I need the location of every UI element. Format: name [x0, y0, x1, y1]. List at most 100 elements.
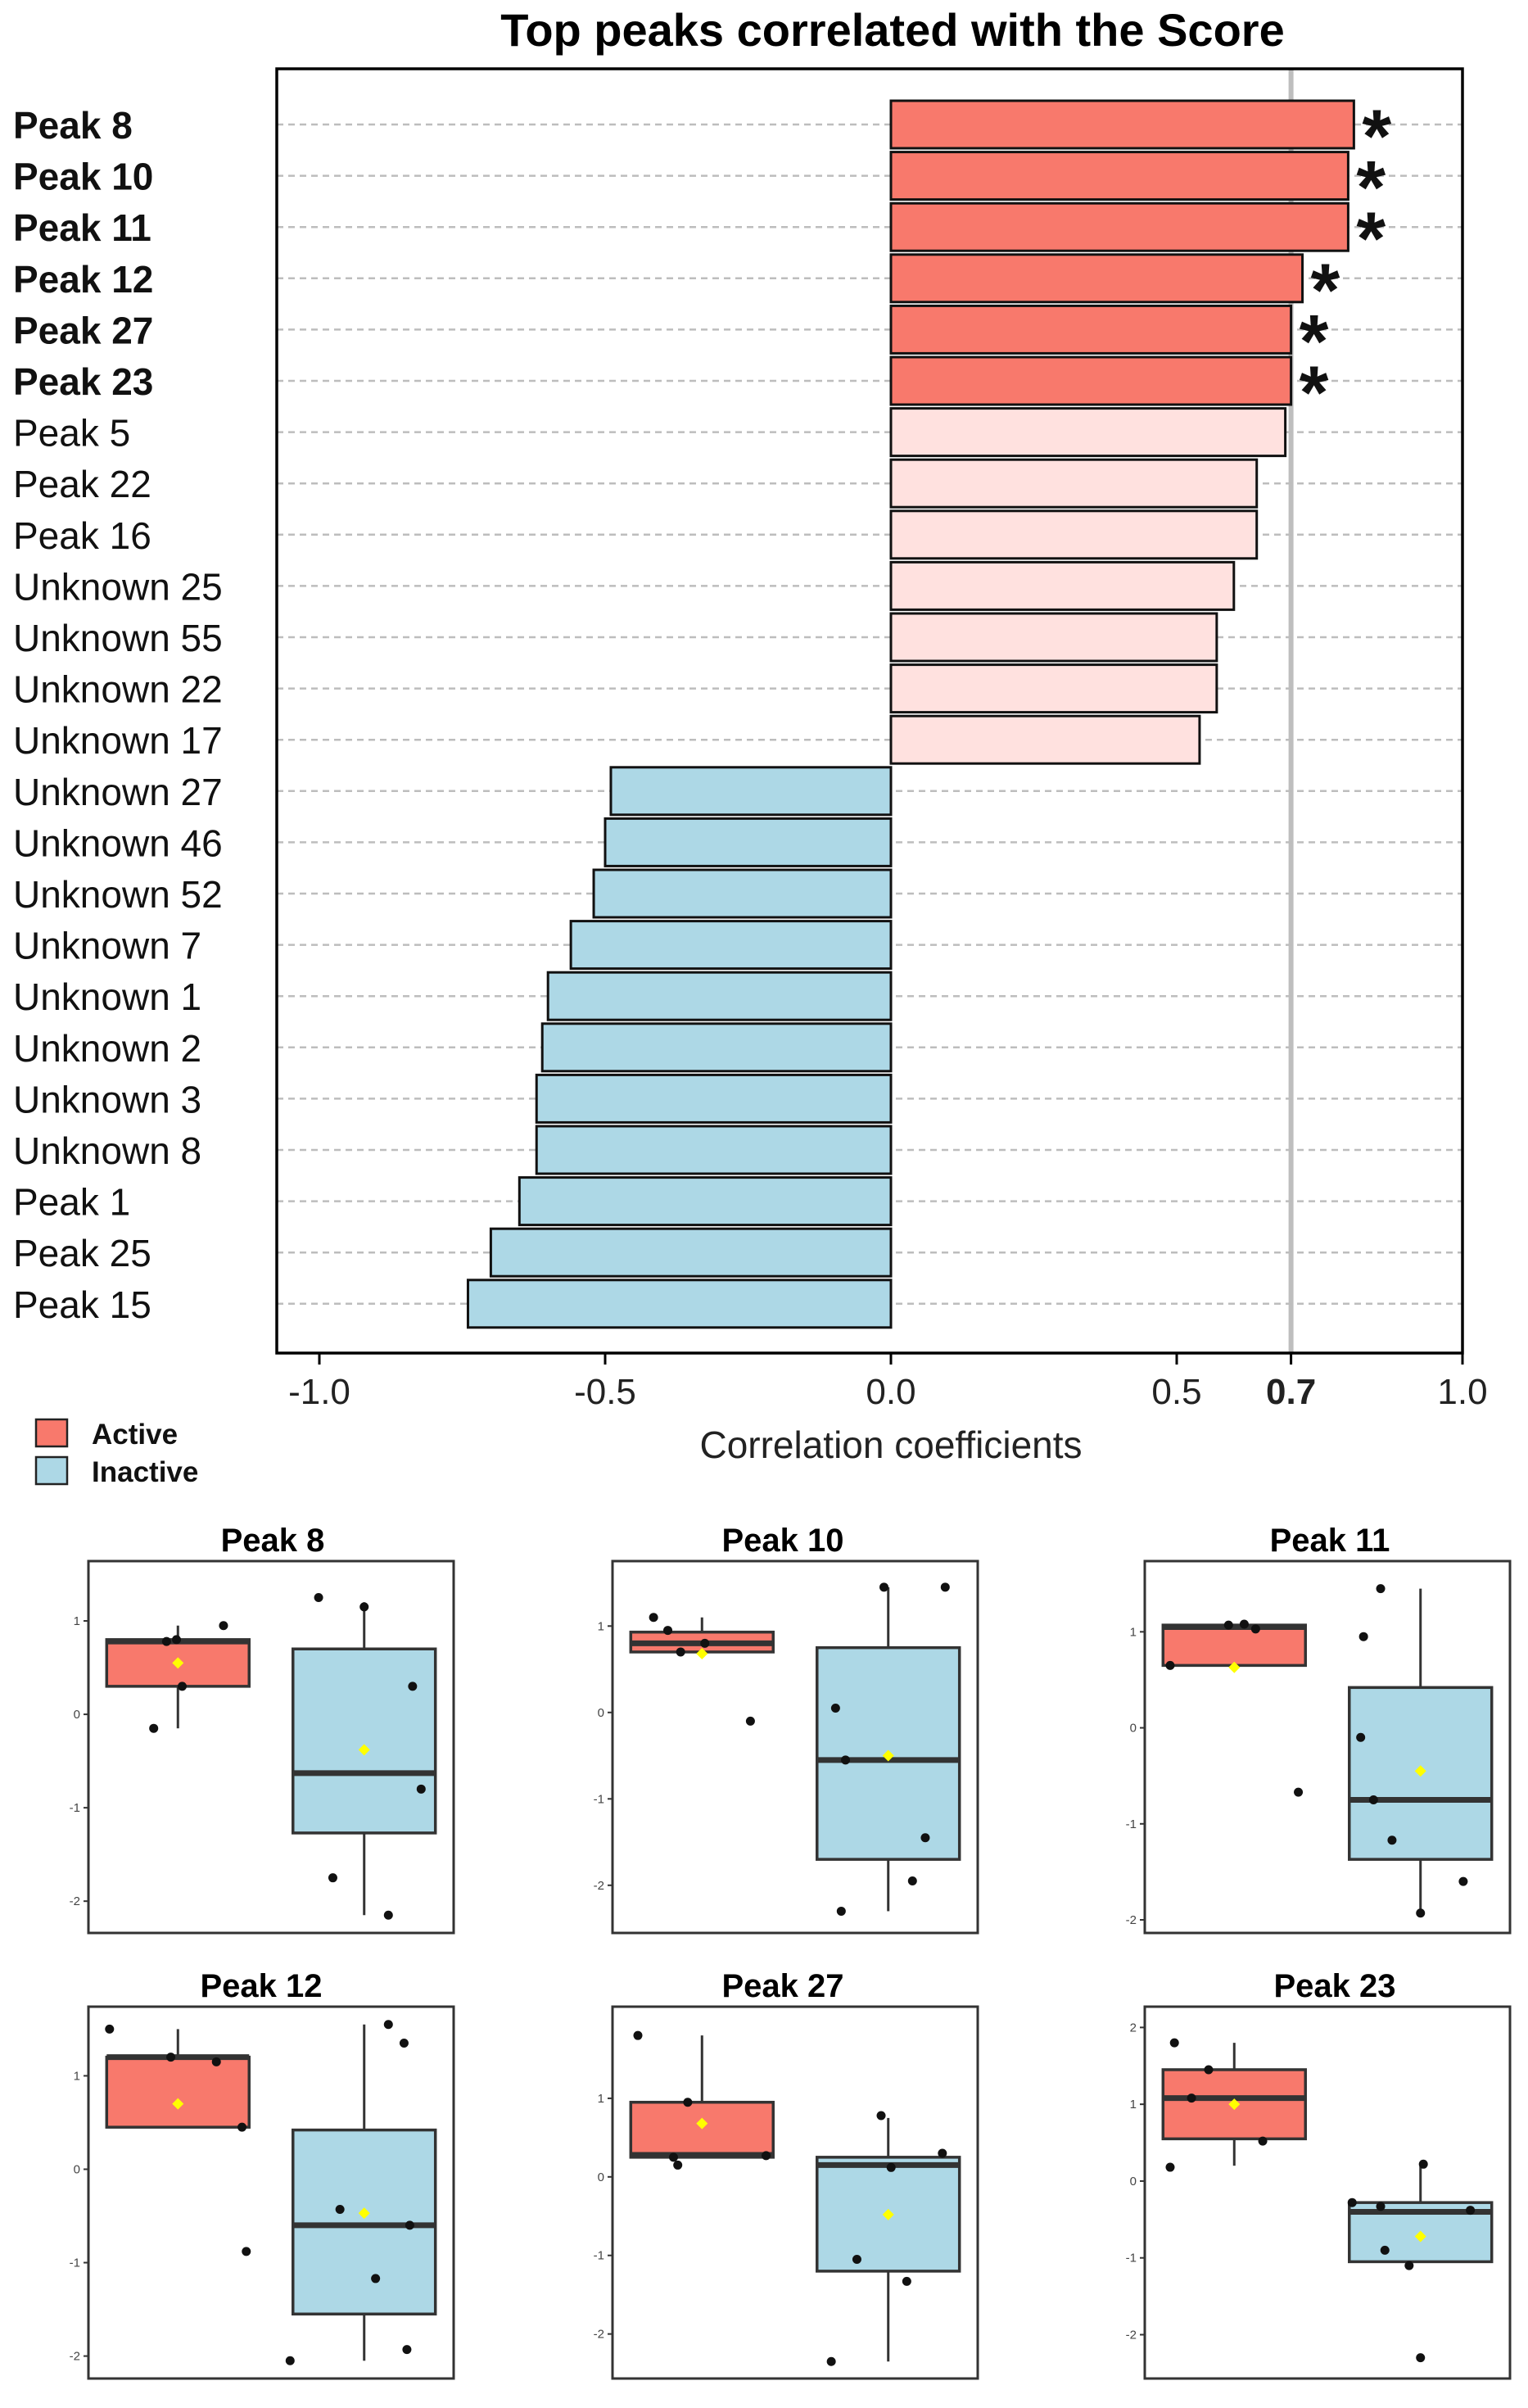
category-label: Peak 25: [13, 1232, 151, 1274]
boxplot-panel: Peak 23 2 1 0 -1 -2: [1126, 1968, 1512, 2380]
data-point: [371, 2274, 381, 2284]
data-point: [745, 1716, 755, 1726]
boxplot-title: Peak 11: [1270, 1523, 1390, 1559]
category-label: Peak 22: [13, 463, 151, 505]
bar: [592, 868, 893, 919]
correlation-chart: Top peaks correlated with the Score ****…: [13, 4, 1488, 1466]
bar: [889, 99, 1355, 150]
data-point: [668, 2152, 678, 2162]
y-tick-label: 2: [1130, 2021, 1137, 2035]
data-point: [219, 1621, 228, 1631]
y-tick-label: 0: [1130, 1722, 1137, 1736]
mean-marker: [1414, 2230, 1426, 2243]
y-tick-label: -1: [594, 2249, 604, 2263]
data-point: [399, 2039, 409, 2048]
bar: [518, 1176, 893, 1227]
bar: [540, 1022, 893, 1073]
y-tick-label: 1: [74, 2069, 80, 2083]
data-point: [1466, 2206, 1476, 2216]
significance-star: *: [1311, 249, 1340, 333]
data-point: [907, 1876, 917, 1886]
boxplot-title: Peak 8: [221, 1523, 325, 1559]
data-point: [938, 2148, 947, 2158]
category-label: Peak 1: [13, 1181, 130, 1224]
category-label: Unknown 3: [13, 1078, 201, 1120]
y-tick-label: 0: [598, 2170, 604, 2184]
data-point: [1250, 1624, 1260, 1634]
bar: [535, 1073, 893, 1124]
data-point: [830, 1704, 840, 1713]
data-point: [663, 1626, 673, 1636]
y-tick-label: -2: [1126, 1913, 1137, 1927]
y-tick-label: 1: [598, 2092, 604, 2106]
mean-marker: [696, 1648, 708, 1660]
category-label: Unknown 25: [13, 565, 223, 608]
data-point: [836, 1906, 846, 1916]
y-tick-label: 1: [598, 1619, 604, 1633]
bar: [535, 1125, 893, 1175]
boxplot-panel: Peak 10 1 0 -1 -2: [594, 1523, 979, 1935]
mean-marker: [1414, 1765, 1426, 1777]
box: [629, 2100, 775, 2159]
data-point: [335, 2205, 345, 2215]
y-tick-label: -2: [594, 1879, 604, 1893]
category-label: Unknown 22: [13, 668, 223, 711]
bar: [889, 458, 1259, 509]
data-point: [1187, 2093, 1196, 2103]
legend-swatch-inactive: [34, 1455, 69, 1486]
data-point: [1204, 2065, 1214, 2075]
data-point: [673, 2160, 683, 2170]
x-axis-label: Correlation coefficients: [699, 1424, 1082, 1466]
legend-label-inactive: Inactive: [92, 1456, 198, 1488]
data-point: [1356, 1732, 1366, 1742]
boxplot-title: Peak 12: [200, 1968, 322, 2004]
bar: [569, 920, 893, 971]
y-tick-label: 0: [598, 1706, 604, 1720]
mean-marker: [882, 1749, 894, 1762]
boxplot-title: Peak 27: [721, 1968, 843, 2004]
category-label: Peak 15: [13, 1283, 151, 1326]
bar: [889, 663, 1218, 714]
data-point: [383, 2020, 393, 2030]
bar: [889, 612, 1218, 663]
data-point: [633, 2030, 643, 2040]
data-point: [285, 2356, 295, 2365]
data-point: [1239, 1619, 1249, 1629]
data-point: [841, 1755, 851, 1765]
data-point: [1380, 2245, 1390, 2255]
category-label: Unknown 27: [13, 771, 223, 813]
x-tick-label: 1.0: [1437, 1372, 1487, 1412]
box: [292, 1647, 437, 1835]
significance-star: *: [1356, 147, 1386, 230]
plot-border: [275, 67, 1464, 1355]
y-tick-label: 1: [1130, 2098, 1137, 2112]
data-point: [405, 2220, 414, 2230]
data-point: [149, 1723, 159, 1733]
mean-marker: [1228, 1661, 1241, 1673]
significance-star: *: [1356, 197, 1386, 281]
data-point: [826, 2356, 836, 2366]
y-tick-label: 1: [1130, 1625, 1137, 1639]
bar: [489, 1227, 893, 1278]
category-label: Peak 8: [13, 104, 133, 147]
category-label: Peak 5: [13, 412, 130, 455]
data-point: [852, 2255, 861, 2265]
x-tick-label: -1.0: [288, 1372, 350, 1412]
data-point: [211, 2057, 221, 2066]
data-point: [940, 1582, 950, 1592]
boxplot-panel: Peak 11 1 0 -1 -2: [1126, 1523, 1512, 1935]
category-label: Peak 10: [13, 156, 153, 198]
category-label: Unknown 7: [13, 925, 201, 967]
box: [1161, 1623, 1307, 1668]
data-point: [416, 1784, 426, 1794]
y-tick-label: 0: [1130, 2175, 1137, 2188]
data-point: [161, 1636, 171, 1646]
legend: Active Inactive: [34, 1418, 198, 1488]
data-point: [1223, 1620, 1233, 1630]
data-point: [177, 1682, 187, 1691]
chart-title: Top peaks correlated with the Score: [500, 4, 1284, 56]
category-label: Unknown 55: [13, 617, 223, 659]
bar: [889, 407, 1287, 458]
y-tick-label: -1: [594, 1792, 604, 1806]
